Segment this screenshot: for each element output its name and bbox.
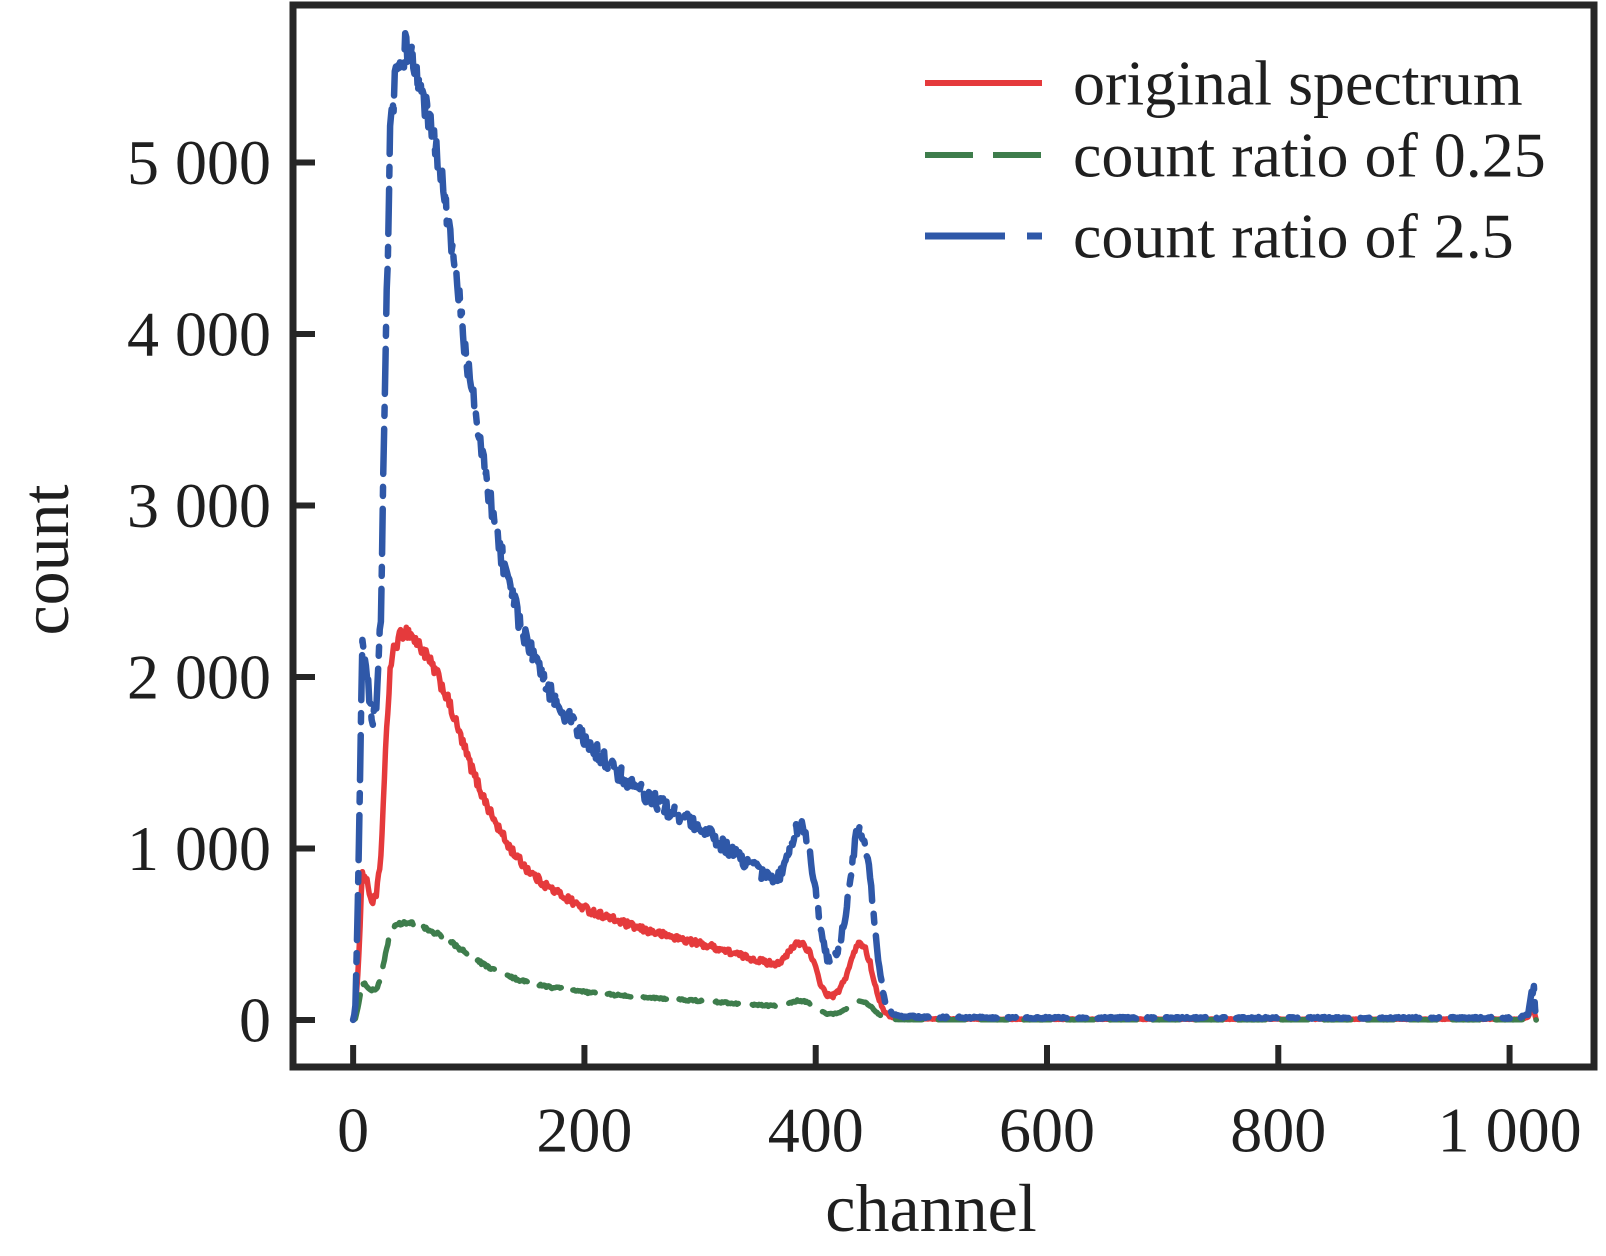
series-line-count-ratio-of-0-25 [350,919,1539,1023]
x-axis-label: channel [825,1170,1036,1246]
x-tick-label: 200 [536,1095,632,1166]
x-tick-label: 400 [768,1095,864,1166]
plot-frame [289,1,1598,1071]
y-tick-label: 1 000 [127,813,271,884]
legend-label: count ratio of 2.5 [1073,201,1514,272]
series-line-original-spectrum [350,624,1539,1023]
y-tick-label: 0 [239,985,271,1056]
y-tick-label: 2 000 [127,641,271,712]
y-axis-label: count [7,484,83,635]
legend-label: original spectrum [1073,48,1523,119]
y-tick-label: 4 000 [127,298,271,369]
x-tick-label: 800 [1230,1095,1326,1166]
legend-item: count ratio of 0.25 [925,120,1546,191]
y-tick-label: 5 000 [127,127,271,198]
x-tick-label: 1 000 [1438,1095,1582,1166]
series-line-count-ratio-of-2-5 [349,29,1540,1024]
legend-label: count ratio of 0.25 [1073,120,1546,191]
x-tick-label: 600 [999,1095,1095,1166]
legend-item: original spectrum [925,48,1523,119]
x-tick-label: 0 [337,1095,369,1166]
y-tick-label: 3 000 [127,470,271,541]
legend-item: count ratio of 2.5 [925,201,1514,272]
